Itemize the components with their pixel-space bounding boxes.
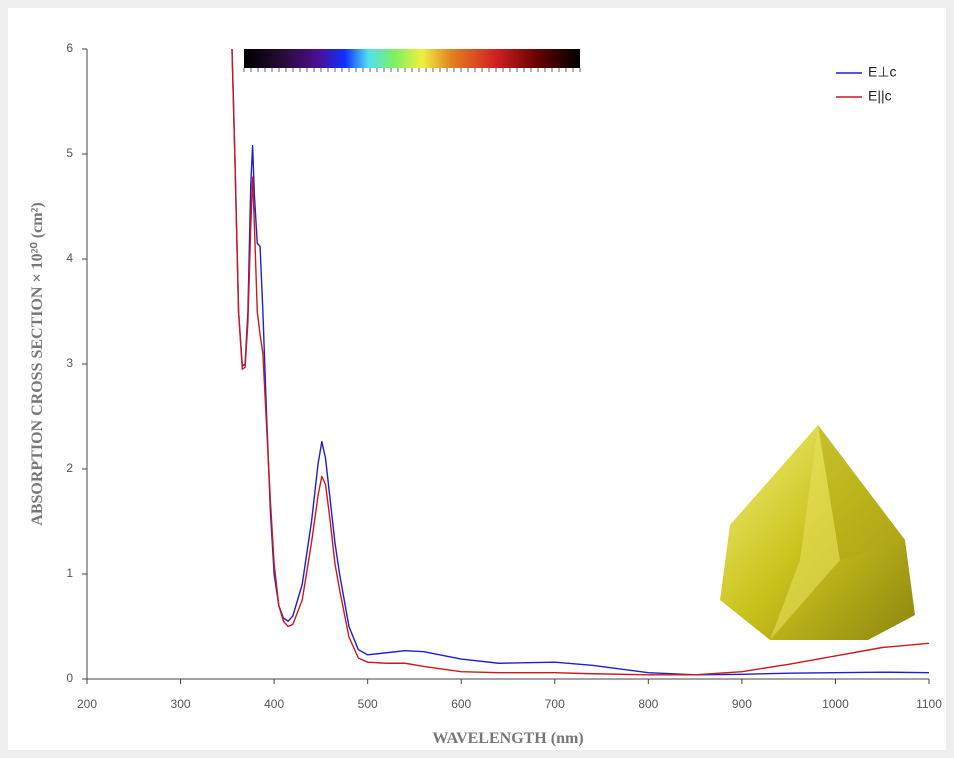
y-tick-label: 6 — [66, 41, 73, 55]
y-tick-label: 4 — [66, 251, 73, 265]
y-tick-label: 0 — [66, 671, 73, 685]
data-line — [231, 48, 930, 676]
spectrum-bar — [244, 49, 580, 68]
x-tick-label: 600 — [451, 697, 471, 711]
x-tick-label: 1000 — [822, 697, 849, 711]
y-tick-label: 2 — [66, 461, 73, 475]
plot-lines — [231, 48, 930, 676]
data-line — [231, 48, 930, 676]
x-tick-label: 800 — [638, 697, 658, 711]
x-axis-title: WAVELENGTH (nm) — [432, 730, 583, 747]
x-tick-label: 400 — [264, 697, 284, 711]
y-tick-label: 5 — [66, 146, 73, 160]
y-tick-label: 1 — [66, 566, 73, 580]
y-axis-title: ABSORPTION CROSS SECTION × 10²⁰ (cm²) — [29, 202, 46, 525]
y-tick-label: 3 — [66, 356, 73, 370]
gem-image — [720, 425, 915, 640]
x-tick-label: 500 — [358, 697, 378, 711]
x-tick-label: 900 — [732, 697, 752, 711]
x-tick-label: 1100 — [916, 697, 942, 711]
x-tick-label: 700 — [545, 697, 565, 711]
x-tick-label: 300 — [171, 697, 191, 711]
legend-label: E||c — [868, 88, 892, 104]
legend-label: E⊥c — [868, 64, 897, 80]
x-tick-label: 200 — [77, 697, 97, 711]
